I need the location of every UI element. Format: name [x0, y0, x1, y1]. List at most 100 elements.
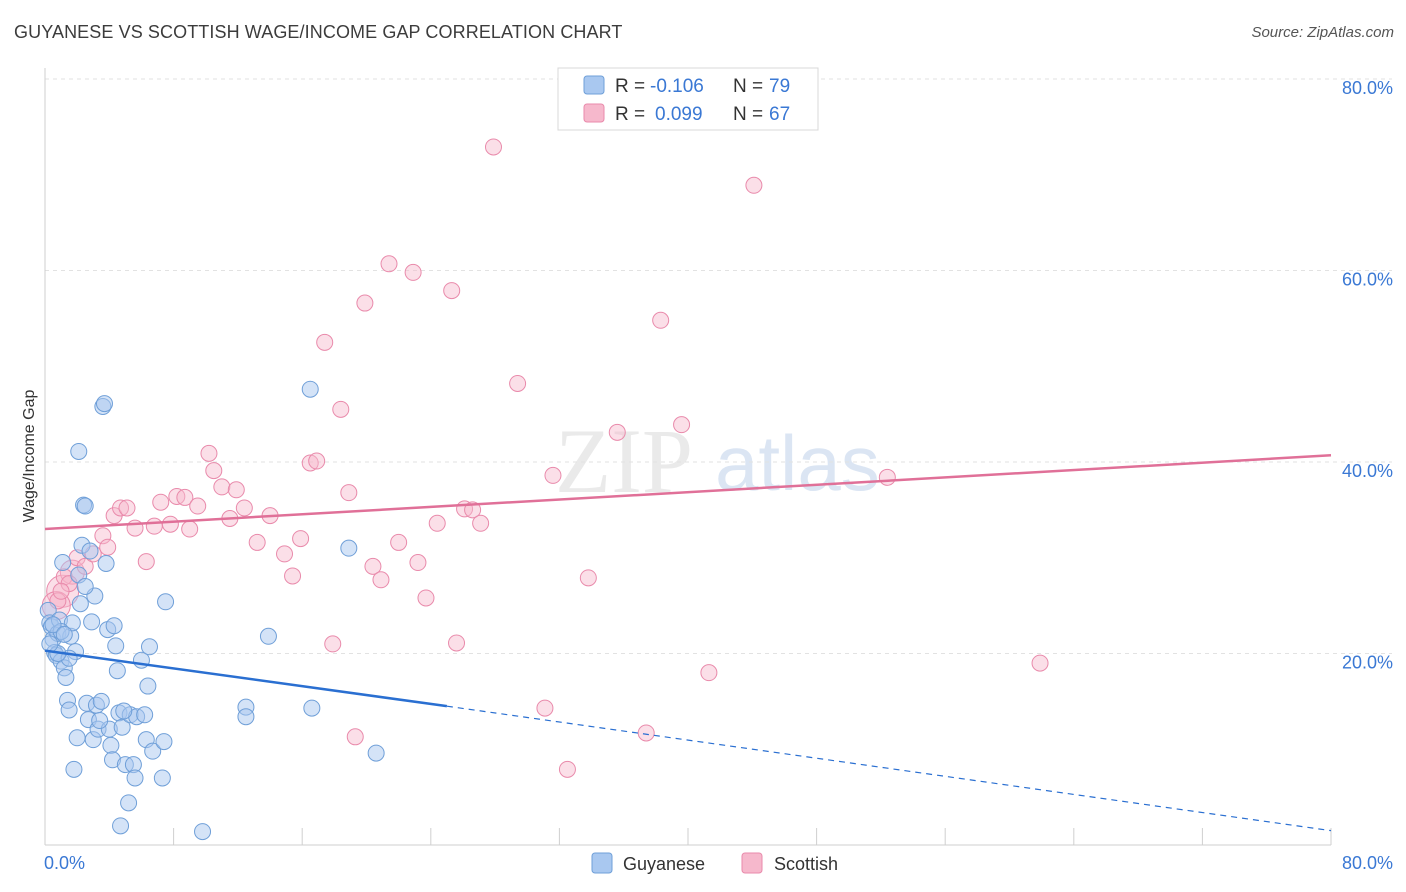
guyanese-point: [136, 706, 154, 724]
scottish-point: [544, 466, 562, 484]
scottish-point: [558, 760, 576, 778]
scottish-point: [346, 728, 364, 746]
scottish-point: [472, 514, 490, 532]
gridlines: [45, 78, 1392, 654]
legend-n-label-1: N =: [733, 76, 763, 97]
guyanese-point: [83, 613, 101, 631]
scottish-point: [878, 468, 896, 486]
guyanese-point: [120, 794, 138, 812]
scottish-point: [484, 138, 502, 156]
guyanese-point: [70, 442, 88, 460]
guyanese-point: [54, 554, 72, 572]
scottish-point: [308, 452, 326, 470]
x-tick-labels: 0.0% 80.0%: [44, 853, 1393, 873]
scottish-point: [145, 517, 163, 535]
guyanese-point: [65, 760, 83, 778]
scottish-point: [324, 635, 342, 653]
guyanese-point: [237, 708, 255, 726]
scottish-point: [205, 462, 223, 480]
scottish-point: [443, 282, 461, 300]
y-axis-label: Wage/Income Gap: [21, 390, 38, 523]
scottish-point: [673, 416, 691, 434]
scottish-point: [301, 454, 319, 472]
scottish-point: [284, 567, 302, 585]
scottish-point: [404, 263, 422, 281]
y-tick-label-1: 40.0%: [1342, 461, 1393, 481]
scottish-point: [372, 571, 390, 589]
guyanese-point: [139, 677, 157, 695]
scottish-point: [409, 554, 427, 572]
scottish-point: [652, 311, 670, 329]
scottish-series: [41, 138, 1049, 778]
guyanese-point: [157, 593, 175, 611]
scottish-trend-line: [44, 454, 1332, 531]
y-tick-label-3: 80.0%: [1342, 78, 1393, 98]
scottish-point: [356, 294, 374, 312]
scottish-point: [509, 374, 527, 392]
guyanese-point: [259, 627, 277, 645]
scottish-point: [340, 484, 358, 502]
scottish-point: [189, 497, 207, 515]
legend-r-value-1: -0.106: [650, 76, 704, 97]
guyanese-point: [41, 635, 59, 653]
scottish-point: [292, 530, 310, 548]
scottish-point: [364, 557, 382, 575]
guyanese-point: [60, 701, 78, 719]
chart-title: GUYANESE VS SCOTTISH WAGE/INCOME GAP COR…: [14, 22, 623, 42]
guyanese-point: [153, 769, 171, 787]
scottish-point: [380, 255, 398, 273]
guyanese-point: [194, 823, 212, 841]
watermark-atlas: atlas: [715, 419, 880, 507]
guyanese-point: [81, 542, 99, 560]
guyanese-point: [303, 699, 321, 717]
scottish-point: [700, 664, 718, 682]
guyanese-point: [126, 769, 144, 787]
scottish-point: [637, 724, 655, 742]
guyanese-point: [367, 744, 385, 762]
scottish-point: [390, 533, 408, 551]
guyanese-point: [155, 733, 173, 751]
scottish-point: [152, 493, 170, 511]
scottish-point: [99, 538, 117, 556]
x-tick-label-1: 80.0%: [1342, 853, 1393, 873]
scottish-point: [213, 478, 231, 496]
guyanese-trend-extension: [446, 705, 1332, 832]
scottish-point: [161, 515, 179, 533]
scottish-point: [608, 423, 626, 441]
scottish-point: [118, 499, 136, 517]
bottom-legend-scottish: Scottish: [774, 854, 838, 874]
guyanese-point: [92, 692, 110, 710]
legend-swatch-scottish: [583, 103, 605, 123]
scottish-point: [176, 488, 194, 506]
y-tick-labels: 20.0% 40.0% 60.0% 80.0%: [1342, 78, 1393, 673]
scottish-point: [227, 481, 245, 499]
scottish-point: [332, 400, 350, 418]
guyanese-point: [340, 539, 358, 557]
scottish-point: [536, 699, 554, 717]
axes: [44, 68, 1332, 846]
guyanese-point: [76, 577, 94, 595]
series-legend: Guyanese Scottish: [591, 852, 838, 874]
guyanese-point: [108, 662, 126, 680]
guyanese-trend-line: [44, 649, 448, 708]
bottom-swatch-guyanese: [591, 852, 613, 874]
bottom-swatch-scottish: [741, 852, 763, 874]
guyanese-point: [76, 497, 94, 515]
guyanese-point: [68, 729, 86, 747]
scottish-point: [448, 634, 466, 652]
legend-n-value-2: 67: [769, 104, 790, 125]
guyanese-point: [57, 668, 75, 686]
scottish-point: [112, 499, 130, 517]
scottish-point: [181, 520, 199, 538]
scottish-point: [428, 514, 446, 532]
scottish-point: [248, 533, 266, 551]
guyanese-point: [115, 702, 133, 720]
guyanese-point: [144, 742, 162, 760]
scottish-point: [276, 545, 294, 563]
guyanese-point: [105, 617, 123, 635]
legend-r-label-1: R =: [615, 76, 645, 97]
guyanese-point: [97, 554, 115, 572]
guyanese-point: [71, 595, 89, 613]
legend-r-value-2: 0.099: [655, 104, 703, 125]
